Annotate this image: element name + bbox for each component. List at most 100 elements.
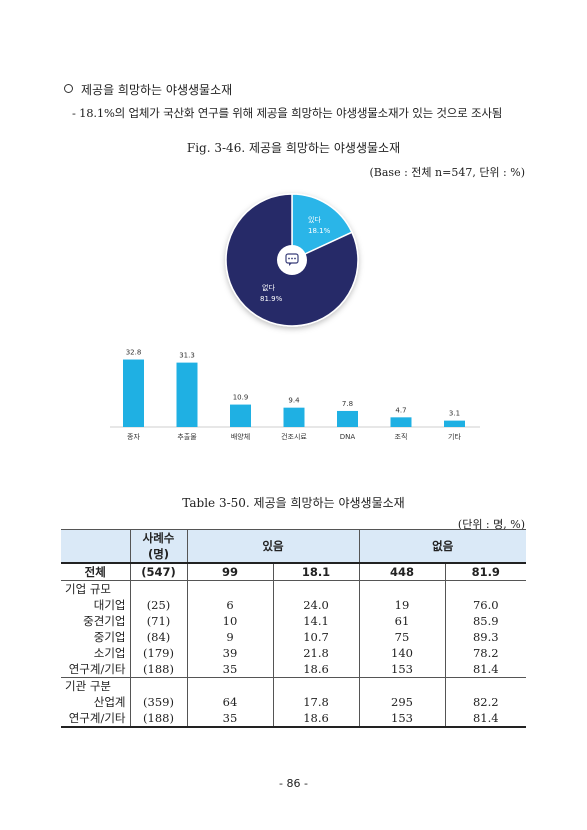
total-n: (547) bbox=[129, 562, 187, 581]
bar-value-label: 32.8 bbox=[126, 349, 142, 357]
bar-category-label: DNA bbox=[340, 433, 356, 441]
cell-yes-p: 18.6 bbox=[272, 710, 359, 728]
table-row: 대기업 (25) 6 24.0 19 76.0 bbox=[61, 597, 526, 613]
table-header-row: 사례수 (명) 있음 없음 bbox=[61, 529, 526, 564]
bar-value-label: 4.7 bbox=[395, 406, 406, 414]
group-title: 기업 규모 bbox=[61, 580, 130, 597]
total-no-p: 81.9 bbox=[444, 562, 526, 581]
cell-yes-p: 24.0 bbox=[272, 597, 359, 613]
cell-yes-n: 39 bbox=[186, 645, 273, 661]
cell-no-n: 61 bbox=[358, 613, 445, 629]
row-label: 대기업 bbox=[93, 598, 126, 612]
cell-no-p: 89.3 bbox=[444, 629, 526, 645]
cell-n: (188) bbox=[129, 710, 187, 728]
cell-yes-p: 17.8 bbox=[272, 694, 359, 710]
total-label: 전체 bbox=[61, 562, 130, 581]
header-cases: 사례수 (명) bbox=[129, 529, 188, 564]
cell-no-n: 153 bbox=[358, 661, 445, 678]
chat-bubble-icon bbox=[285, 253, 299, 266]
bar-value-label: 9.4 bbox=[288, 397, 300, 405]
pie-center-hole bbox=[277, 245, 307, 275]
table-total-row: 전체 (547) 99 18.1 448 81.9 bbox=[61, 562, 526, 581]
cell-no-p: 78.2 bbox=[444, 645, 526, 661]
table-row: 연구계/기타 (188) 35 18.6 153 81.4 bbox=[61, 661, 526, 678]
bar-category-label: 추출물 bbox=[177, 432, 197, 441]
cell-n: (71) bbox=[129, 613, 187, 629]
table-group-row: 기관 구분 bbox=[61, 677, 526, 694]
cell-no-p: 81.4 bbox=[444, 710, 526, 728]
table-row: 연구계/기타 (188) 35 18.6 153 81.4 bbox=[61, 710, 526, 728]
bar-0 bbox=[123, 359, 144, 427]
cell-n: (25) bbox=[129, 597, 187, 613]
bar-1 bbox=[176, 362, 198, 427]
total-no-n: 448 bbox=[358, 562, 445, 581]
cell-yes-p: 14.1 bbox=[272, 613, 359, 629]
header-blank bbox=[61, 529, 131, 564]
cell-n: (359) bbox=[129, 694, 187, 710]
header-no: 없음 bbox=[358, 529, 526, 564]
cell-yes-p: 10.7 bbox=[272, 629, 359, 645]
table-unit-note: (단위 : 명, %) bbox=[457, 518, 525, 531]
row-label: 연구계/기타 bbox=[61, 710, 130, 728]
empty-cell bbox=[129, 677, 187, 694]
cell-no-n: 19 bbox=[358, 597, 445, 613]
cell-yes-p: 21.8 bbox=[272, 645, 359, 661]
pie-value-no: 81.9% bbox=[260, 295, 283, 303]
empty-cell bbox=[358, 580, 445, 597]
cell-no-p: 76.0 bbox=[444, 597, 526, 613]
bar-value-label: 3.1 bbox=[449, 410, 460, 418]
bar-value-label: 31.3 bbox=[179, 352, 195, 360]
bar-5 bbox=[390, 417, 412, 427]
bar-3 bbox=[283, 407, 305, 427]
row-label: 산업계 bbox=[93, 695, 126, 709]
cell-no-n: 295 bbox=[358, 694, 445, 710]
table-row: 중기업 (84) 9 10.7 75 89.3 bbox=[61, 629, 526, 645]
cell-yes-n: 6 bbox=[186, 597, 273, 613]
header-yes: 있음 bbox=[186, 529, 360, 564]
cell-n: (84) bbox=[129, 629, 187, 645]
bar-category-label: 배양체 bbox=[231, 432, 250, 441]
empty-cell bbox=[272, 580, 359, 597]
pie-value-yes: 18.1% bbox=[308, 227, 331, 235]
cell-yes-n: 35 bbox=[186, 710, 273, 728]
pie-label-no: 없다 bbox=[262, 283, 275, 292]
empty-cell bbox=[358, 677, 445, 694]
empty-cell bbox=[186, 677, 273, 694]
bar-value-label: 10.9 bbox=[233, 394, 249, 402]
cell-yes-n: 64 bbox=[186, 694, 273, 710]
cell-n: (179) bbox=[129, 645, 187, 661]
pie-label-yes: 있다 bbox=[308, 215, 321, 224]
total-yes-p: 18.1 bbox=[272, 562, 359, 581]
group-title: 기관 구분 bbox=[61, 677, 130, 694]
bar-value-label: 7.8 bbox=[342, 400, 353, 408]
empty-cell bbox=[444, 677, 526, 694]
cell-no-n: 75 bbox=[358, 629, 445, 645]
row-label: 소기업 bbox=[93, 646, 126, 660]
cell-no-p: 82.2 bbox=[444, 694, 526, 710]
cell-no-n: 140 bbox=[358, 645, 445, 661]
page-number: - 86 - bbox=[279, 777, 308, 790]
empty-cell bbox=[186, 580, 273, 597]
bar-2 bbox=[230, 404, 251, 427]
pie-chart: 있다 18.1% 없다 81.9% bbox=[225, 193, 359, 327]
table-row: 산업계 (359) 64 17.8 295 82.2 bbox=[61, 694, 526, 710]
figure-base-note: (Base : 전체 n=547, 단위 : %) bbox=[369, 166, 526, 179]
empty-cell bbox=[272, 677, 359, 694]
cell-n: (188) bbox=[129, 661, 187, 678]
bar-category-label: 건조시료 bbox=[281, 432, 307, 441]
cell-yes-n: 10 bbox=[186, 613, 273, 629]
row-label: 중견기업 bbox=[83, 614, 126, 628]
section-heading-text: 제공을 희망하는 야생생물소재 bbox=[81, 83, 233, 97]
bar-category-label: 종자 bbox=[127, 432, 140, 441]
table-row: 중견기업 (71) 10 14.1 61 85.9 bbox=[61, 613, 526, 629]
total-yes-n: 99 bbox=[186, 562, 273, 581]
table-title: Table 3-50. 제공을 희망하는 야생생물소재 bbox=[182, 496, 405, 510]
table-row: 소기업 (179) 39 21.8 140 78.2 bbox=[61, 645, 526, 661]
cell-yes-p: 18.6 bbox=[272, 661, 359, 678]
empty-cell bbox=[444, 580, 526, 597]
section-heading: 제공을 희망하는 야생생물소재 bbox=[64, 81, 232, 98]
data-table: 사례수 (명) 있음 없음 전체 (547) 99 18.1 448 81.9 … bbox=[61, 529, 526, 728]
row-label: 연구계/기타 bbox=[68, 662, 126, 676]
cell-no-p: 81.4 bbox=[444, 661, 526, 678]
bar-category-label: 조직 bbox=[395, 432, 408, 441]
